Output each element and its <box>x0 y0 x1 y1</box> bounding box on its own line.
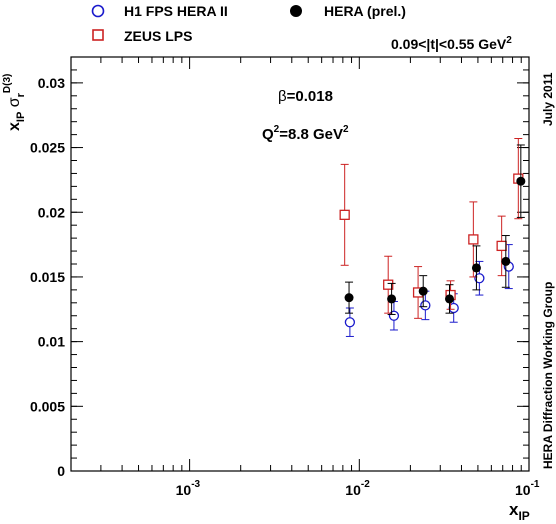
zeus-point <box>383 279 394 290</box>
y-axis-title: xIP σrD(3) <box>2 74 27 131</box>
x-tick-label: 10-1 <box>515 479 540 498</box>
series-h1 <box>344 244 514 337</box>
y-tick-label: 0.005 <box>30 398 65 414</box>
y-tick-label: 0.025 <box>30 140 65 156</box>
hera-point <box>387 294 397 304</box>
side-label-group: HERA Diffraction Working Group <box>541 282 555 469</box>
hera-point <box>344 293 354 303</box>
beta-annotation: β=0.018 <box>278 88 333 105</box>
hera-point <box>471 263 481 273</box>
y-tick-label: 0 <box>57 463 65 479</box>
h1-point <box>474 273 485 284</box>
series-hera <box>344 144 526 315</box>
hera-point <box>418 286 428 296</box>
zeus-point <box>468 234 479 245</box>
plot-frame <box>70 56 530 472</box>
side-label-date: July 2011 <box>541 72 555 126</box>
hera-point <box>516 176 526 186</box>
axes: 0 0.005 0.01 0.015 0.02 0.025 0.03 10-3 10-2 10-1 <box>30 56 540 498</box>
y-tick-label: 0.015 <box>30 269 65 285</box>
q2-annotation: Q2=8.8 GeV2 <box>262 124 349 143</box>
legend-label-zeus: ZEUS LPS <box>124 28 192 44</box>
legend-label-hera: HERA (prel.) <box>324 3 406 19</box>
legend-marker-h1 <box>91 4 105 18</box>
x-tick-label: 10-2 <box>345 479 370 498</box>
hera-point <box>501 256 511 266</box>
x-tick-label: 10-3 <box>176 479 201 498</box>
legend-marker-zeus <box>92 29 104 41</box>
y-tick-label: 0.02 <box>38 204 65 220</box>
hera-point <box>444 294 454 304</box>
zeus-point <box>496 240 507 252</box>
data-marks <box>339 138 526 337</box>
x-axis-title: xIP <box>509 500 530 523</box>
y-tick-label: 0.01 <box>38 334 65 350</box>
legend-marker-hera <box>290 5 302 17</box>
legend: H1 FPS HERA II HERA (prel.) ZEUS LPS <box>91 3 406 44</box>
t-range-label: 0.09<|t|<0.55 GeV2 <box>391 35 512 52</box>
h1-point <box>344 317 356 328</box>
series-zeus <box>339 138 524 319</box>
h1-point <box>420 300 431 311</box>
zeus-point <box>339 209 350 220</box>
y-tick-label: 0.03 <box>38 75 65 91</box>
h1-point <box>388 310 400 321</box>
legend-label-h1: H1 FPS HERA II <box>124 3 228 19</box>
